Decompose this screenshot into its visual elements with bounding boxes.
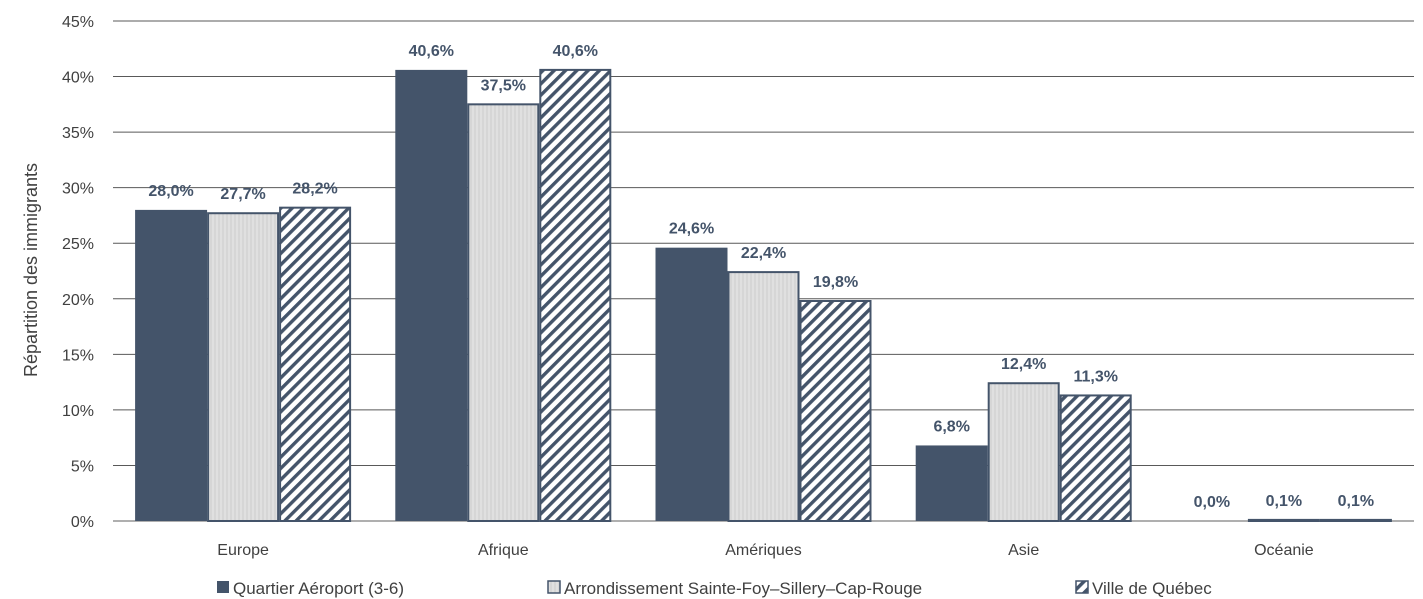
y-tick-label: 30% [62, 181, 94, 198]
y-tick-label: 40% [62, 70, 94, 87]
bar-3 [799, 300, 872, 522]
bar-1 [655, 247, 728, 521]
x-category-label: Amériques [725, 542, 801, 559]
bar-3 [279, 206, 352, 523]
y-tick-label: 20% [62, 292, 94, 309]
data-label: 40,6% [553, 43, 598, 60]
y-axis-label: Répartition des immigrants [21, 163, 41, 377]
y-tick-label: 45% [62, 14, 94, 31]
data-label: 0,0% [1194, 494, 1230, 511]
data-label: 27,7% [220, 186, 265, 203]
legend: Quartier Aéroport (3-6) Arrondissement Sa… [217, 579, 1212, 598]
x-category-label: Afrique [478, 542, 529, 559]
y-tick-label: 15% [62, 347, 94, 364]
x-category-label: Asie [1008, 542, 1039, 559]
x-axis-categories: Europe Afrique Amériques Asie Océanie [217, 542, 1313, 559]
legend-label: Ville de Québec [1092, 579, 1212, 598]
legend-label: Arrondissement Sainte-Foy–Sillery–Cap-Ro… [564, 579, 922, 598]
y-tick-label: 35% [62, 125, 94, 142]
y-axis-ticks: 0% 5% 10% 15% 20% 25% 30% 35% 40% 45% [62, 14, 94, 531]
bar-2 [1247, 518, 1320, 523]
bar-3 [539, 68, 612, 522]
data-label: 37,5% [481, 77, 526, 94]
legend-swatch [1075, 580, 1089, 594]
y-tick-label: 10% [62, 403, 94, 420]
y-tick-label: 0% [71, 514, 94, 531]
data-label: 22,4% [741, 245, 786, 262]
data-labels: 28,0% 27,7% 28,2% 40,6% 37,5% 40,6% 24,6% 22,4%… [148, 43, 1374, 511]
x-category-label: Europe [217, 542, 269, 559]
data-label: 40,6% [409, 43, 454, 60]
bar-1 [135, 209, 208, 521]
data-label: 6,8% [933, 418, 969, 435]
bar-2 [467, 103, 540, 522]
bar-2 [727, 271, 800, 522]
data-label: 24,6% [669, 221, 714, 238]
bar-3 [1059, 394, 1132, 523]
data-label: 0,1% [1266, 493, 1302, 510]
legend-swatch [217, 581, 229, 593]
data-label: 0,1% [1338, 493, 1374, 510]
y-tick-label: 5% [71, 458, 94, 475]
legend-label: Quartier Aéroport (3-6) [233, 579, 404, 598]
data-label: 12,4% [1001, 356, 1046, 373]
x-category-label: Océanie [1254, 542, 1314, 559]
bar-3 [1319, 518, 1392, 523]
bars [135, 68, 1392, 523]
data-label: 11,3% [1073, 368, 1117, 385]
data-label: 28,0% [148, 183, 193, 200]
bar-1 [915, 445, 988, 521]
legend-swatch [547, 580, 561, 594]
bar-2 [207, 212, 280, 522]
data-label: 28,2% [292, 181, 337, 198]
data-label: 19,8% [813, 274, 858, 291]
y-tick-label: 25% [62, 236, 94, 253]
bar-1 [395, 69, 468, 521]
bar-2 [987, 382, 1060, 522]
